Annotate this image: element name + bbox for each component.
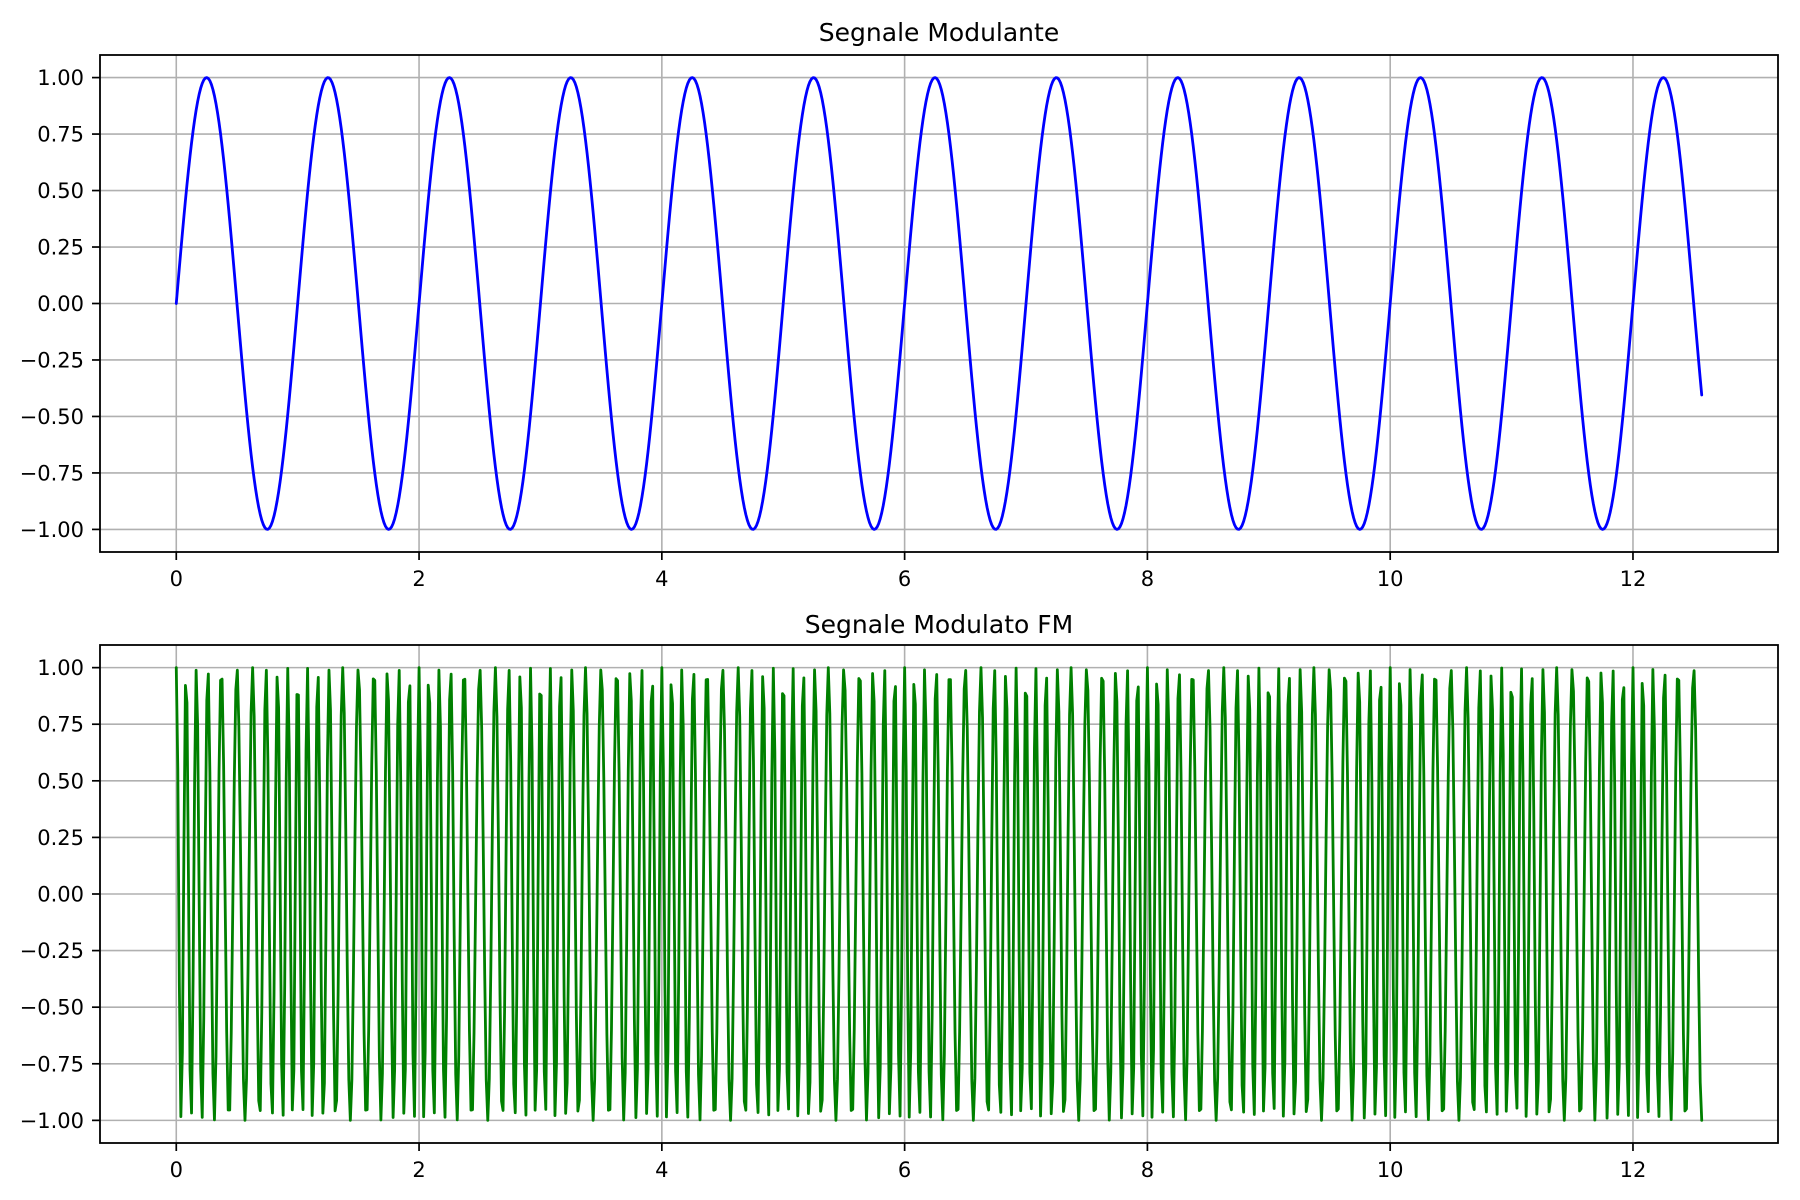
x-tick-label: 2 [412, 1158, 425, 1182]
y-tick-label: −0.25 [20, 939, 84, 963]
x-tick-label: 12 [1620, 567, 1647, 591]
x-tick-label: 6 [898, 567, 911, 591]
x-tick-label: 8 [1141, 567, 1154, 591]
y-tick-label: −0.75 [20, 461, 84, 485]
plot-title-modulating: Segnale Modulante [819, 18, 1059, 47]
x-tick-label: 4 [655, 1158, 668, 1182]
fm-signal-plot: 0 2 4 6 8 10 12 1.00 0.75 0.50 0.25 0.00 −0.25 −0.50 −… [20, 610, 1779, 1182]
y-tick-label: −0.50 [20, 405, 84, 429]
fm-signal-line [174, 666, 1704, 1122]
subplot-fm-signal: 0 2 4 6 8 10 12 1.00 0.75 0.50 0.25 0.00 −0.25 −0.50 −… [0, 600, 1800, 1200]
x-tick-label: 10 [1377, 567, 1404, 591]
y-tick-label: −0.25 [20, 348, 84, 372]
x-tick-label: 10 [1377, 1158, 1404, 1182]
x-tick-label: 0 [170, 1158, 183, 1182]
x-tick-label: 0 [170, 567, 183, 591]
x-tick-label: 2 [412, 567, 425, 591]
y-tick-label: 0.25 [37, 826, 84, 850]
y-tick-label: 0.50 [37, 179, 84, 203]
y-tick-label: 0.75 [37, 123, 84, 147]
x-tick-label: 8 [1141, 1158, 1154, 1182]
y-tick-label: −1.00 [20, 518, 84, 542]
y-tick-label: 0.00 [37, 292, 84, 316]
y-tick-label: 1.00 [37, 66, 84, 90]
x-tick-label: 4 [655, 567, 668, 591]
x-tick-label: 6 [898, 1158, 911, 1182]
y-tick-label: −1.00 [20, 1109, 84, 1133]
modulating-signal-line [174, 76, 1704, 531]
y-tick-label: 0.25 [37, 236, 84, 260]
y-tick-label: 0.50 [37, 769, 84, 793]
y-tick-label: 0.75 [37, 713, 84, 737]
subplot-modulating-signal: 0 2 4 6 8 10 12 1.00 0.75 0.50 0.25 0.00 −0.25 −0.50 −… [20, 18, 1779, 591]
y-tick-label: −0.75 [20, 1052, 84, 1076]
x-tick-label: 12 [1620, 1158, 1647, 1182]
y-tick-label: 1.00 [37, 656, 84, 680]
modulating-signal-plot: 0 2 4 6 8 10 12 1.00 0.75 0.50 0.25 0.00 −0.25 −0.50 −… [20, 18, 1779, 591]
y-tick-label: −0.50 [20, 996, 84, 1020]
plot-title-fm: Segnale Modulato FM [805, 610, 1073, 639]
y-tick-label: 0.00 [37, 883, 84, 907]
